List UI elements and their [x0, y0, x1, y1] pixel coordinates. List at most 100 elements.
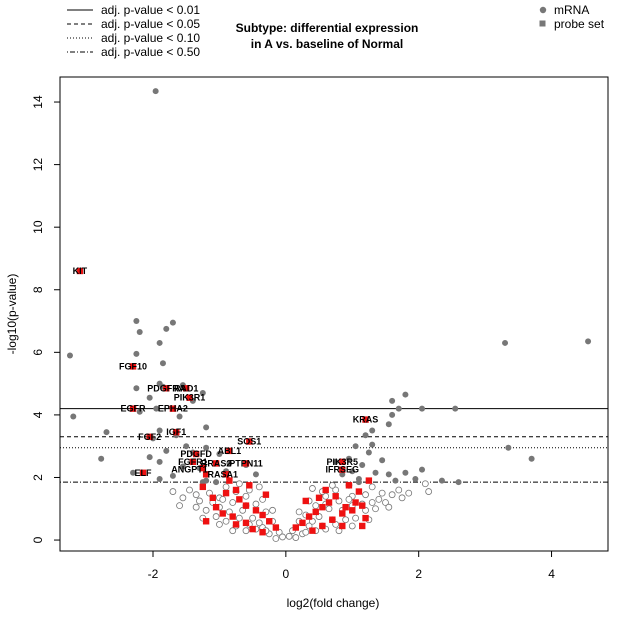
y-tick-label: 4: [31, 411, 45, 418]
mrna-point: [352, 514, 359, 522]
mrna-point: [169, 319, 176, 326]
probe-set-point: [262, 491, 270, 498]
probe-set-point: [359, 522, 366, 530]
probe-set-point: [339, 510, 346, 517]
probe-set-point: [202, 471, 210, 478]
probe-set-point: [189, 458, 197, 466]
gene-label: IFRSEG: [326, 465, 360, 475]
mrna-point: [382, 499, 389, 506]
probe-set-point: [222, 471, 230, 478]
gene-label: IGF1: [166, 427, 186, 437]
mrna-point: [235, 480, 243, 488]
probe-set-point: [236, 496, 243, 503]
probe-set-point: [362, 416, 369, 423]
gene-label: PIK3R1: [174, 393, 206, 403]
probe-set-point: [183, 385, 190, 392]
mrna-point: [229, 499, 237, 506]
chart-title-line-2: in A vs. baseline of Normal: [251, 37, 403, 51]
mrna-point: [322, 492, 330, 500]
mrna-point: [255, 519, 263, 527]
mrna-point: [156, 476, 163, 483]
probe-set-point: [199, 483, 207, 491]
x-tick-label: -2: [148, 567, 159, 581]
gene-label: FGF2: [138, 432, 161, 442]
probe-set-point: [202, 518, 210, 525]
probe-set-point: [199, 464, 207, 472]
y-axis-label: -log10(p-value): [5, 274, 19, 355]
probe-set-point: [252, 507, 260, 514]
mrna-point: [405, 489, 413, 497]
mrna-point: [352, 443, 359, 450]
mrna-point: [176, 413, 183, 420]
probe-set-point: [322, 486, 329, 494]
y-tick-label: 0: [31, 536, 45, 543]
probe-set-point: [212, 503, 220, 511]
mrna-point: [369, 441, 376, 448]
mrna-point: [392, 477, 399, 484]
threshold-legend: adj. p-value < 0.01 adj. p-value < 0.05 …: [67, 3, 200, 59]
mrna-point: [272, 535, 280, 542]
mrna-point: [146, 394, 153, 401]
mrna-point: [156, 427, 163, 434]
probe-set-point: [173, 428, 180, 436]
gene-label: KIT: [73, 266, 88, 276]
y-tick-label: 6: [31, 349, 45, 356]
mrna-point: [452, 405, 459, 412]
mrna-point: [332, 458, 339, 465]
gene-label: RAD1: [174, 383, 199, 393]
mrna-point: [312, 502, 320, 510]
probe-set-point: [242, 502, 250, 509]
mrna-point: [398, 494, 406, 502]
mrna-point: [402, 469, 409, 476]
mrna-point: [229, 527, 237, 535]
mrna-point: [528, 455, 535, 462]
probe-set-point: [319, 503, 326, 511]
mrna-point: [368, 483, 376, 491]
mrna-point: [302, 528, 310, 536]
legend-label-3: adj. p-value < 0.10: [101, 31, 200, 45]
mrna-point: [438, 477, 445, 484]
probe-set-point: [325, 499, 333, 506]
probe-set-point: [232, 521, 240, 528]
probe-set-point: [292, 524, 300, 531]
probe-set-point: [219, 510, 226, 517]
gene-label: ABL1: [218, 446, 242, 456]
mrna-point: [388, 491, 396, 499]
probe-set-point: [312, 508, 319, 516]
mrna-point: [133, 385, 140, 392]
legend-label-4: adj. p-value < 0.50: [101, 45, 200, 59]
mrna-point: [235, 514, 243, 522]
mrna-point: [249, 514, 257, 522]
mrna-point: [159, 360, 166, 367]
mrna-point: [365, 449, 372, 456]
y-tick-label: 14: [31, 95, 45, 109]
mrna-point: [199, 390, 206, 396]
mrna-point: [345, 455, 352, 462]
probe-set-point: [355, 488, 363, 495]
mrna-point: [163, 325, 170, 332]
mrna-point: [130, 469, 137, 476]
mrna-point: [153, 405, 160, 412]
mrna-point: [372, 505, 379, 513]
legend-label-1: adj. p-value < 0.01: [101, 3, 200, 17]
mrna-point: [203, 424, 210, 431]
probe-set-point: [222, 489, 230, 497]
gene-label: ELF: [135, 468, 153, 478]
mrna-point: [419, 405, 426, 412]
x-axis: -2 0 2 4: [148, 551, 555, 581]
y-tick-label: 12: [31, 158, 45, 172]
mrna-point: [252, 500, 260, 508]
mrna-point: [103, 429, 110, 436]
mrna-point: [252, 471, 259, 478]
probe-set-points: [76, 267, 373, 536]
mrna-point: [179, 494, 187, 502]
mrna-point: [222, 483, 230, 491]
gene-label: EPHA2: [158, 404, 188, 414]
mrna-point: [395, 405, 402, 412]
mrna-point: [385, 421, 392, 428]
mrna-point: [332, 486, 340, 494]
probe-set-point: [229, 513, 236, 520]
mrna-point: [176, 502, 183, 510]
mrna-point: [419, 466, 426, 473]
mrna-point: [242, 527, 250, 535]
